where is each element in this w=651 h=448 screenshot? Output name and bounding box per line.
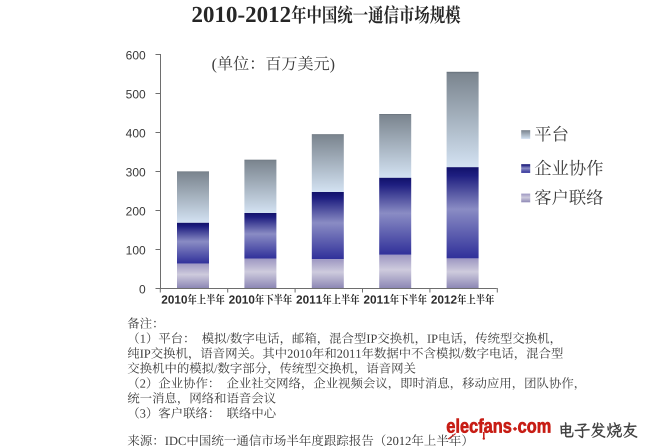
svg-text:300: 300 (126, 166, 146, 180)
svg-text:600: 600 (126, 49, 146, 63)
svg-text:500: 500 (126, 88, 146, 102)
svg-text:200: 200 (126, 205, 146, 219)
svg-text:100: 100 (126, 244, 146, 258)
svg-text:400: 400 (126, 127, 146, 141)
svg-text:0: 0 (139, 283, 146, 297)
